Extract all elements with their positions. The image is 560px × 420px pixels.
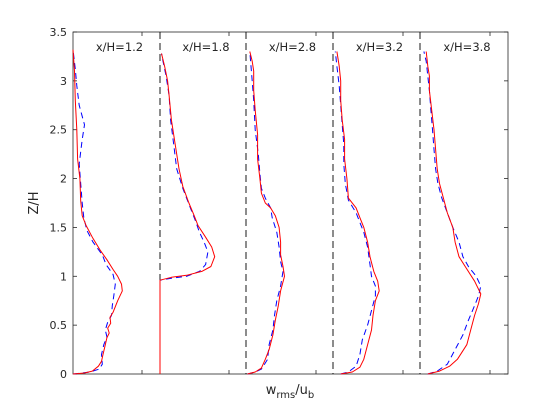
y-axis: 0 0.5 1 1.5 2 2.5 3 3.5 [50,26,508,381]
y-tick-label-7: 3.5 [50,26,68,39]
y-tick-label-2: 1 [60,270,67,283]
panel-dividers [159,32,421,374]
panel-labels: x/H=1.2 x/H=1.8 x/H=2.8 x/H=3.2 x/H=3.8 [96,40,491,54]
x-axis-label-sep: /u [295,383,308,398]
panel-5-dashed-curve [423,51,482,375]
panel-1-dashed-curve [72,49,116,375]
axes-frame [72,31,509,375]
y-axis-label: Z/H [27,191,42,214]
panel-5-solid-curve [425,51,482,375]
panel-2-dashed-curve [159,53,209,374]
panel-label-2: x/H=1.8 [182,40,229,54]
x-ticks [141,32,491,374]
x-axis-label-sub1: rms [276,390,295,401]
panel-4-solid-curve [336,51,380,375]
y-tick-label-0: 0 [60,368,67,381]
panel-label-5: x/H=3.8 [443,40,490,54]
panel-label-1: x/H=1.2 [96,40,143,54]
y-tick-label-4: 2 [60,173,67,186]
panel-label-4: x/H=3.2 [356,40,403,54]
x-axis-label: wrms/ub [266,383,315,401]
y-tick-label-6: 3 [60,75,67,88]
series-layer [72,49,482,375]
panel-1-solid-curve [72,49,123,375]
x-axis-label-sub2: b [308,390,314,401]
panel-label-3: x/H=2.8 [269,40,316,54]
y-tick-label-5: 2.5 [50,124,68,137]
y-tick-label-1: 0.5 [50,319,68,332]
x-axis-label-base: w [266,383,277,398]
panel-2-solid-curve [159,53,216,374]
y-tick-label-3: 1.5 [50,221,68,234]
panel-3-solid-curve [247,51,285,375]
plot-area: 00.511.522.533.5 x/H=1.2 x/H=1.8 x/H=2.8 x/… [50,26,509,381]
